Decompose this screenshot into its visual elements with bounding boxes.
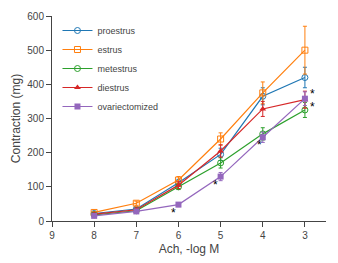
- svg-text:*: *: [213, 178, 218, 192]
- svg-text:Ach, -log M: Ach, -log M: [159, 242, 220, 256]
- svg-text:600: 600: [27, 11, 44, 22]
- svg-text:9: 9: [49, 230, 55, 241]
- svg-text:*: *: [171, 206, 176, 220]
- svg-text:4: 4: [260, 230, 266, 241]
- svg-text:Contraction (mg): Contraction (mg): [9, 74, 23, 163]
- svg-text:ovariectomized: ovariectomized: [97, 102, 158, 112]
- svg-text:estrus: estrus: [97, 45, 122, 55]
- svg-text:5: 5: [218, 230, 224, 241]
- svg-text:*: *: [310, 87, 315, 101]
- svg-text:diestrus: diestrus: [97, 83, 129, 93]
- svg-text:200: 200: [27, 147, 44, 158]
- svg-text:300: 300: [27, 113, 44, 124]
- svg-text:400: 400: [27, 79, 44, 90]
- svg-text:0: 0: [38, 216, 44, 227]
- svg-text:8: 8: [91, 230, 97, 241]
- svg-text:metestrus: metestrus: [97, 64, 137, 74]
- svg-text:3: 3: [302, 230, 308, 241]
- svg-text:proestrus: proestrus: [97, 26, 135, 36]
- svg-text:500: 500: [27, 45, 44, 56]
- svg-text:*: *: [257, 138, 262, 152]
- svg-text:7: 7: [134, 230, 140, 241]
- svg-text:100: 100: [27, 181, 44, 192]
- svg-text:*: *: [310, 100, 315, 114]
- svg-text:6: 6: [176, 230, 182, 241]
